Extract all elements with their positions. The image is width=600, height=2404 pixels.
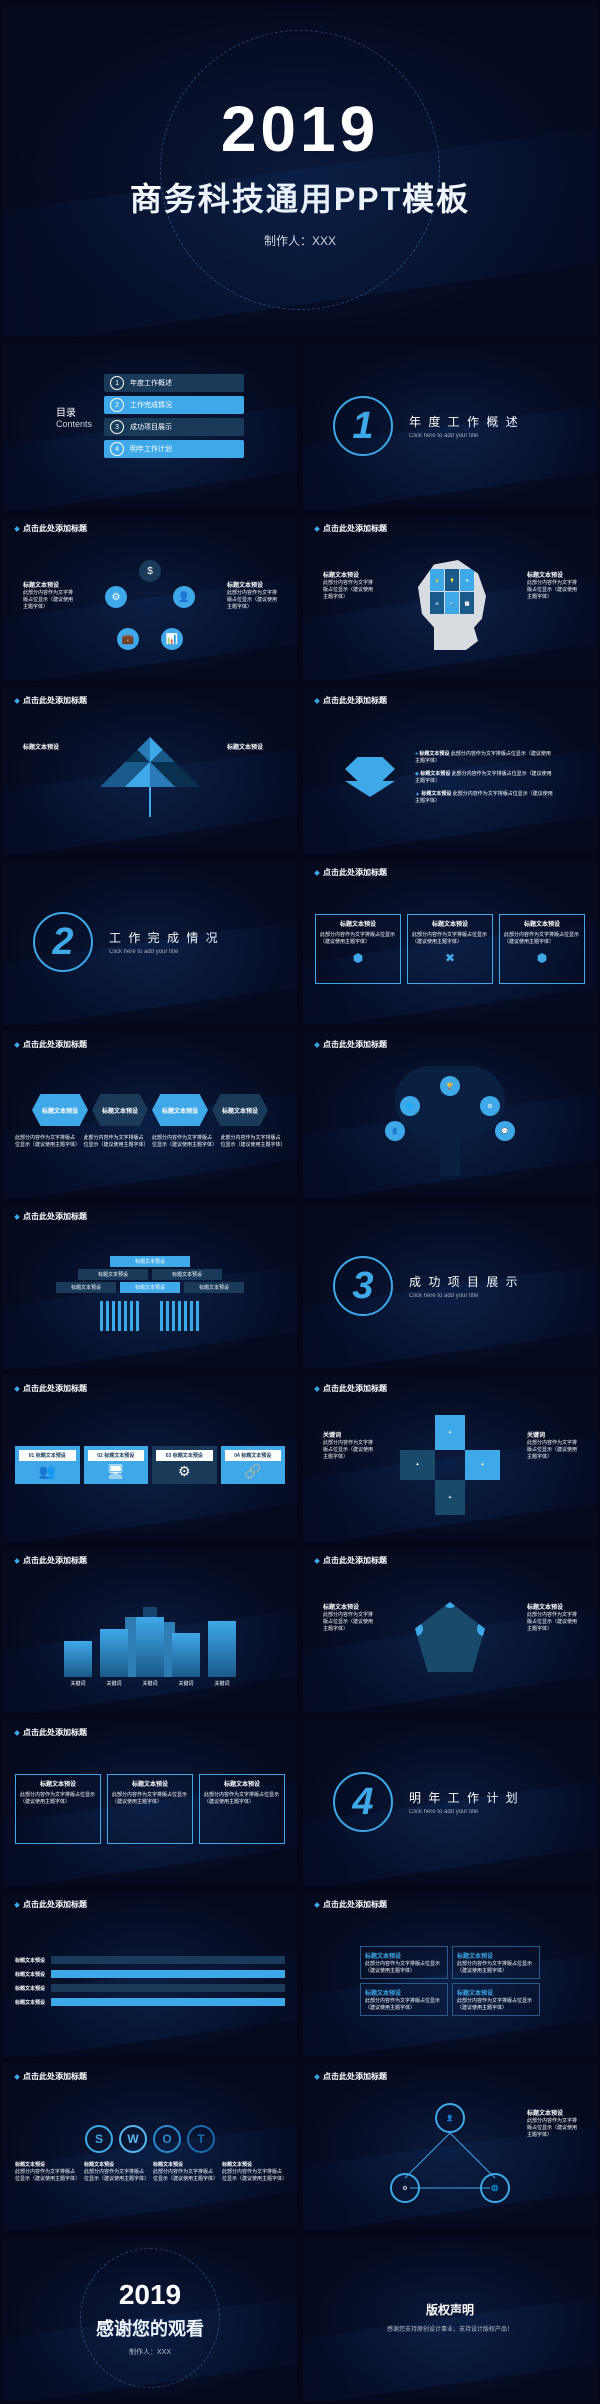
cover-author: 制作人：XXX [264,232,336,249]
box-icon [345,757,395,797]
slide-cloudtree: 点击此处添加标题 🏆 🌐 ⚙ 👤 💬 [303,1031,597,1197]
section-1: 1 年 度 工 作 概 述 Click here to add your tit… [303,343,597,509]
slide-hexagons: 点击此处添加标题 标题文本预设 标题文本预设 标题文本预设 标题文本预设 此部分… [3,1031,297,1197]
section-3: 3 成 功 项 目 展 示 Click here to add your tit… [303,1203,597,1369]
cover-slide: 2019 商务科技通用PPT模板 制作人：XXX [3,3,597,337]
building-icon [100,1301,140,1331]
slide-brain: 点击此处添加标题 标题文本预设此部分内容作为文字排版占位显示（建议使用主题字体）… [303,515,597,681]
section-4: 4 明 年 工 作 计 划 Click here to add your tit… [303,1719,597,1885]
building-icon [160,1301,200,1331]
slide-pentagon2: 点击此处添加标题 标题文本预设此部分内容作为文字排版占位显示（建议使用主题字体）… [303,1547,597,1713]
pentagon-graphic [415,1602,485,1672]
toc-list: 1年度工作概述 2工作完成情况 3成功项目展示 4明年工作计划 [104,374,244,458]
slide-3bordered: 点击此处添加标题 标题文本预设此部分内容作为文字排版占位显示（建议使用主题字体）… [3,1719,297,1885]
section-number: 1 [333,396,393,456]
umbrella-graphic [100,737,200,787]
slide-pyramid: 点击此处添加标题 标题文本预设 标题文本预设标题文本预设 标题文本预设标题文本预… [3,1203,297,1369]
slide-pentagon: 点击此处添加标题 标题文本预设此部分内容作为文字排版占位显示（建议使用主题字体）… [3,515,297,681]
slide-quad: 点击此处添加标题 标题文本预设此部分内容作为文字排版占位显示（建议使用主题字体）… [303,1891,597,2057]
slide-umbrella: 点击此处添加标题 标题文本预设 标题文本预设 [3,687,297,853]
closing-slide: 2019 感谢您的观看 制作人：XXX [3,2235,297,2401]
tree-graphic: 🏆 🌐 ⚙ 👤 💬 [380,1066,520,1176]
slide-dropbox: 点击此处添加标题 ● 标题文本预设 此部分内容作为文字排版占位显示（建议使用主题… [303,687,597,853]
slide-bars: 点击此处添加标题 关键词 关键词 关键词 关键词 关键词 [3,1547,297,1713]
slide-cards: 点击此处添加标题 01 标题文本预设👥 02 标题文本预设🖥 03 标题文本预设… [3,1375,297,1541]
toc-slide: 目录 Contents 1年度工作概述 2工作完成情况 3成功项目展示 4明年工… [3,343,297,509]
head-profile-graphic: ⚡💡⚙ ✉🔍📈 [410,560,490,650]
section-2: 2 工 作 完 成 情 况 Click here to add your tit… [3,859,297,1025]
decor-ring [160,30,440,310]
slide-triangle: 点击此处添加标题 👤 ⚙ 🌐 标题文本预设此部分内容作为文字排版占位显示（建议使… [303,2063,597,2229]
copyright-slide: 版权声明 感谢您支持原创设计事业，支持设计版权产品！ [303,2235,597,2401]
slide-plus: 点击此处添加标题 关键词此部分内容作为文字排版占位显示（建议使用主题字体） ✦ … [303,1375,597,1541]
slide-swot: 点击此处添加标题 S W O T 标题文本预设此部分内容作为文字排版占位显示（建… [3,2063,297,2229]
slide-3boxes: 点击此处添加标题 标题文本预设此部分内容作为文字排版占位显示（建议使用主题字体）… [303,859,597,1025]
toc-heading: 目录 Contents [56,404,92,429]
slide-timeline: 点击此处添加标题 标题文本预设 标题文本预设 标题文本预设 标题文本预设 [3,1891,297,2057]
